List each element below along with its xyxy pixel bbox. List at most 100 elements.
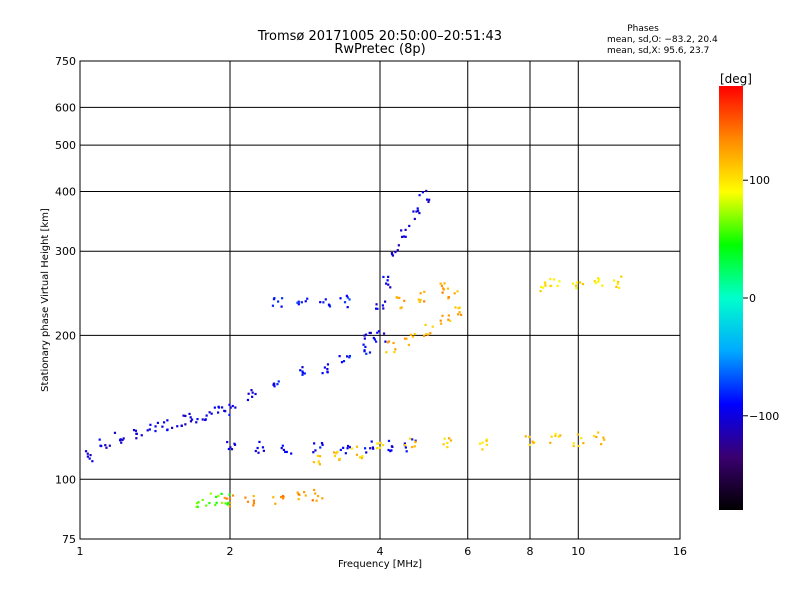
data-point	[443, 437, 446, 440]
colorbar-tick-label: −100	[749, 410, 779, 423]
data-point	[389, 286, 392, 289]
data-point	[440, 284, 444, 287]
data-point	[251, 395, 254, 398]
data-point	[412, 210, 415, 213]
data-point	[226, 440, 229, 444]
data-point	[321, 443, 324, 446]
data-point	[415, 210, 418, 213]
data-point	[398, 296, 401, 300]
data-point	[386, 341, 390, 344]
data-point	[314, 449, 317, 452]
data-point	[135, 437, 138, 440]
data-point	[403, 442, 407, 445]
data-point	[273, 382, 276, 386]
data-point	[369, 447, 372, 450]
data-point	[251, 391, 254, 394]
data-point	[316, 454, 319, 458]
data-point	[189, 416, 192, 419]
data-point	[84, 450, 88, 453]
data-point	[425, 332, 428, 336]
data-point	[557, 435, 560, 438]
data-point	[262, 449, 265, 452]
data-point	[317, 461, 320, 464]
data-point	[375, 340, 378, 343]
data-point	[481, 441, 484, 444]
data-point	[324, 298, 327, 301]
data-point	[176, 425, 179, 428]
data-point	[228, 505, 232, 508]
data-point	[358, 456, 362, 459]
data-point	[276, 300, 280, 303]
data-point	[281, 497, 285, 500]
y-tick-label: 100	[55, 473, 76, 486]
data-point	[539, 290, 542, 293]
data-point	[326, 371, 329, 374]
y-tick-label: 500	[55, 139, 76, 152]
data-point	[600, 443, 603, 446]
data-point	[393, 350, 396, 354]
data-point	[360, 456, 364, 460]
data-point	[411, 335, 415, 338]
data-point	[154, 429, 157, 433]
data-point	[390, 449, 393, 452]
colorbar-ticks: 100 0 −100	[743, 174, 779, 423]
data-point	[572, 442, 575, 445]
data-point	[182, 414, 185, 417]
data-point	[220, 492, 223, 495]
data-point	[119, 438, 122, 441]
data-point	[440, 322, 443, 325]
data-point	[225, 497, 228, 500]
data-point	[408, 437, 412, 440]
data-point	[419, 298, 422, 302]
data-point	[417, 209, 420, 212]
data-point	[228, 493, 231, 496]
data-point	[375, 303, 378, 306]
data-point	[382, 307, 385, 310]
data-point	[166, 428, 169, 431]
data-point	[377, 330, 381, 333]
data-point	[244, 496, 247, 499]
data-point	[190, 418, 194, 421]
data-point	[247, 392, 250, 395]
data-point	[384, 300, 387, 303]
data-point	[280, 297, 284, 300]
x-tick-label: 8	[527, 545, 534, 558]
data-point	[224, 502, 227, 505]
data-point	[458, 311, 461, 314]
data-point	[416, 207, 419, 210]
data-point	[379, 441, 382, 444]
data-point	[184, 423, 187, 426]
data-point	[408, 224, 411, 228]
data-point	[549, 284, 552, 288]
data-point	[409, 333, 412, 336]
data-point	[456, 290, 459, 293]
data-point	[363, 447, 367, 450]
data-point	[195, 502, 199, 505]
data-point	[210, 412, 213, 415]
data-point	[227, 447, 230, 451]
data-point	[425, 198, 429, 201]
x-tick-label: 1	[77, 545, 84, 558]
data-point	[449, 319, 452, 323]
data-point	[485, 443, 488, 446]
data-point	[402, 235, 405, 238]
x-tick-label: 4	[377, 545, 384, 558]
data-point	[297, 303, 300, 306]
data-point	[196, 418, 199, 421]
x-tick-label: 2	[227, 545, 234, 558]
data-point	[448, 437, 451, 440]
colorbar-tick-label: 100	[749, 174, 770, 187]
data-point	[113, 431, 117, 434]
data-point	[355, 453, 359, 456]
data-point	[338, 355, 341, 358]
data-point	[215, 501, 218, 504]
data-point	[389, 450, 392, 453]
data-point	[216, 411, 220, 414]
data-point	[100, 444, 103, 448]
data-point	[442, 288, 445, 291]
data-point	[314, 492, 317, 495]
plot-frame	[79, 60, 681, 540]
data-point	[422, 334, 426, 337]
data-point	[86, 455, 89, 458]
data-point	[414, 440, 417, 443]
